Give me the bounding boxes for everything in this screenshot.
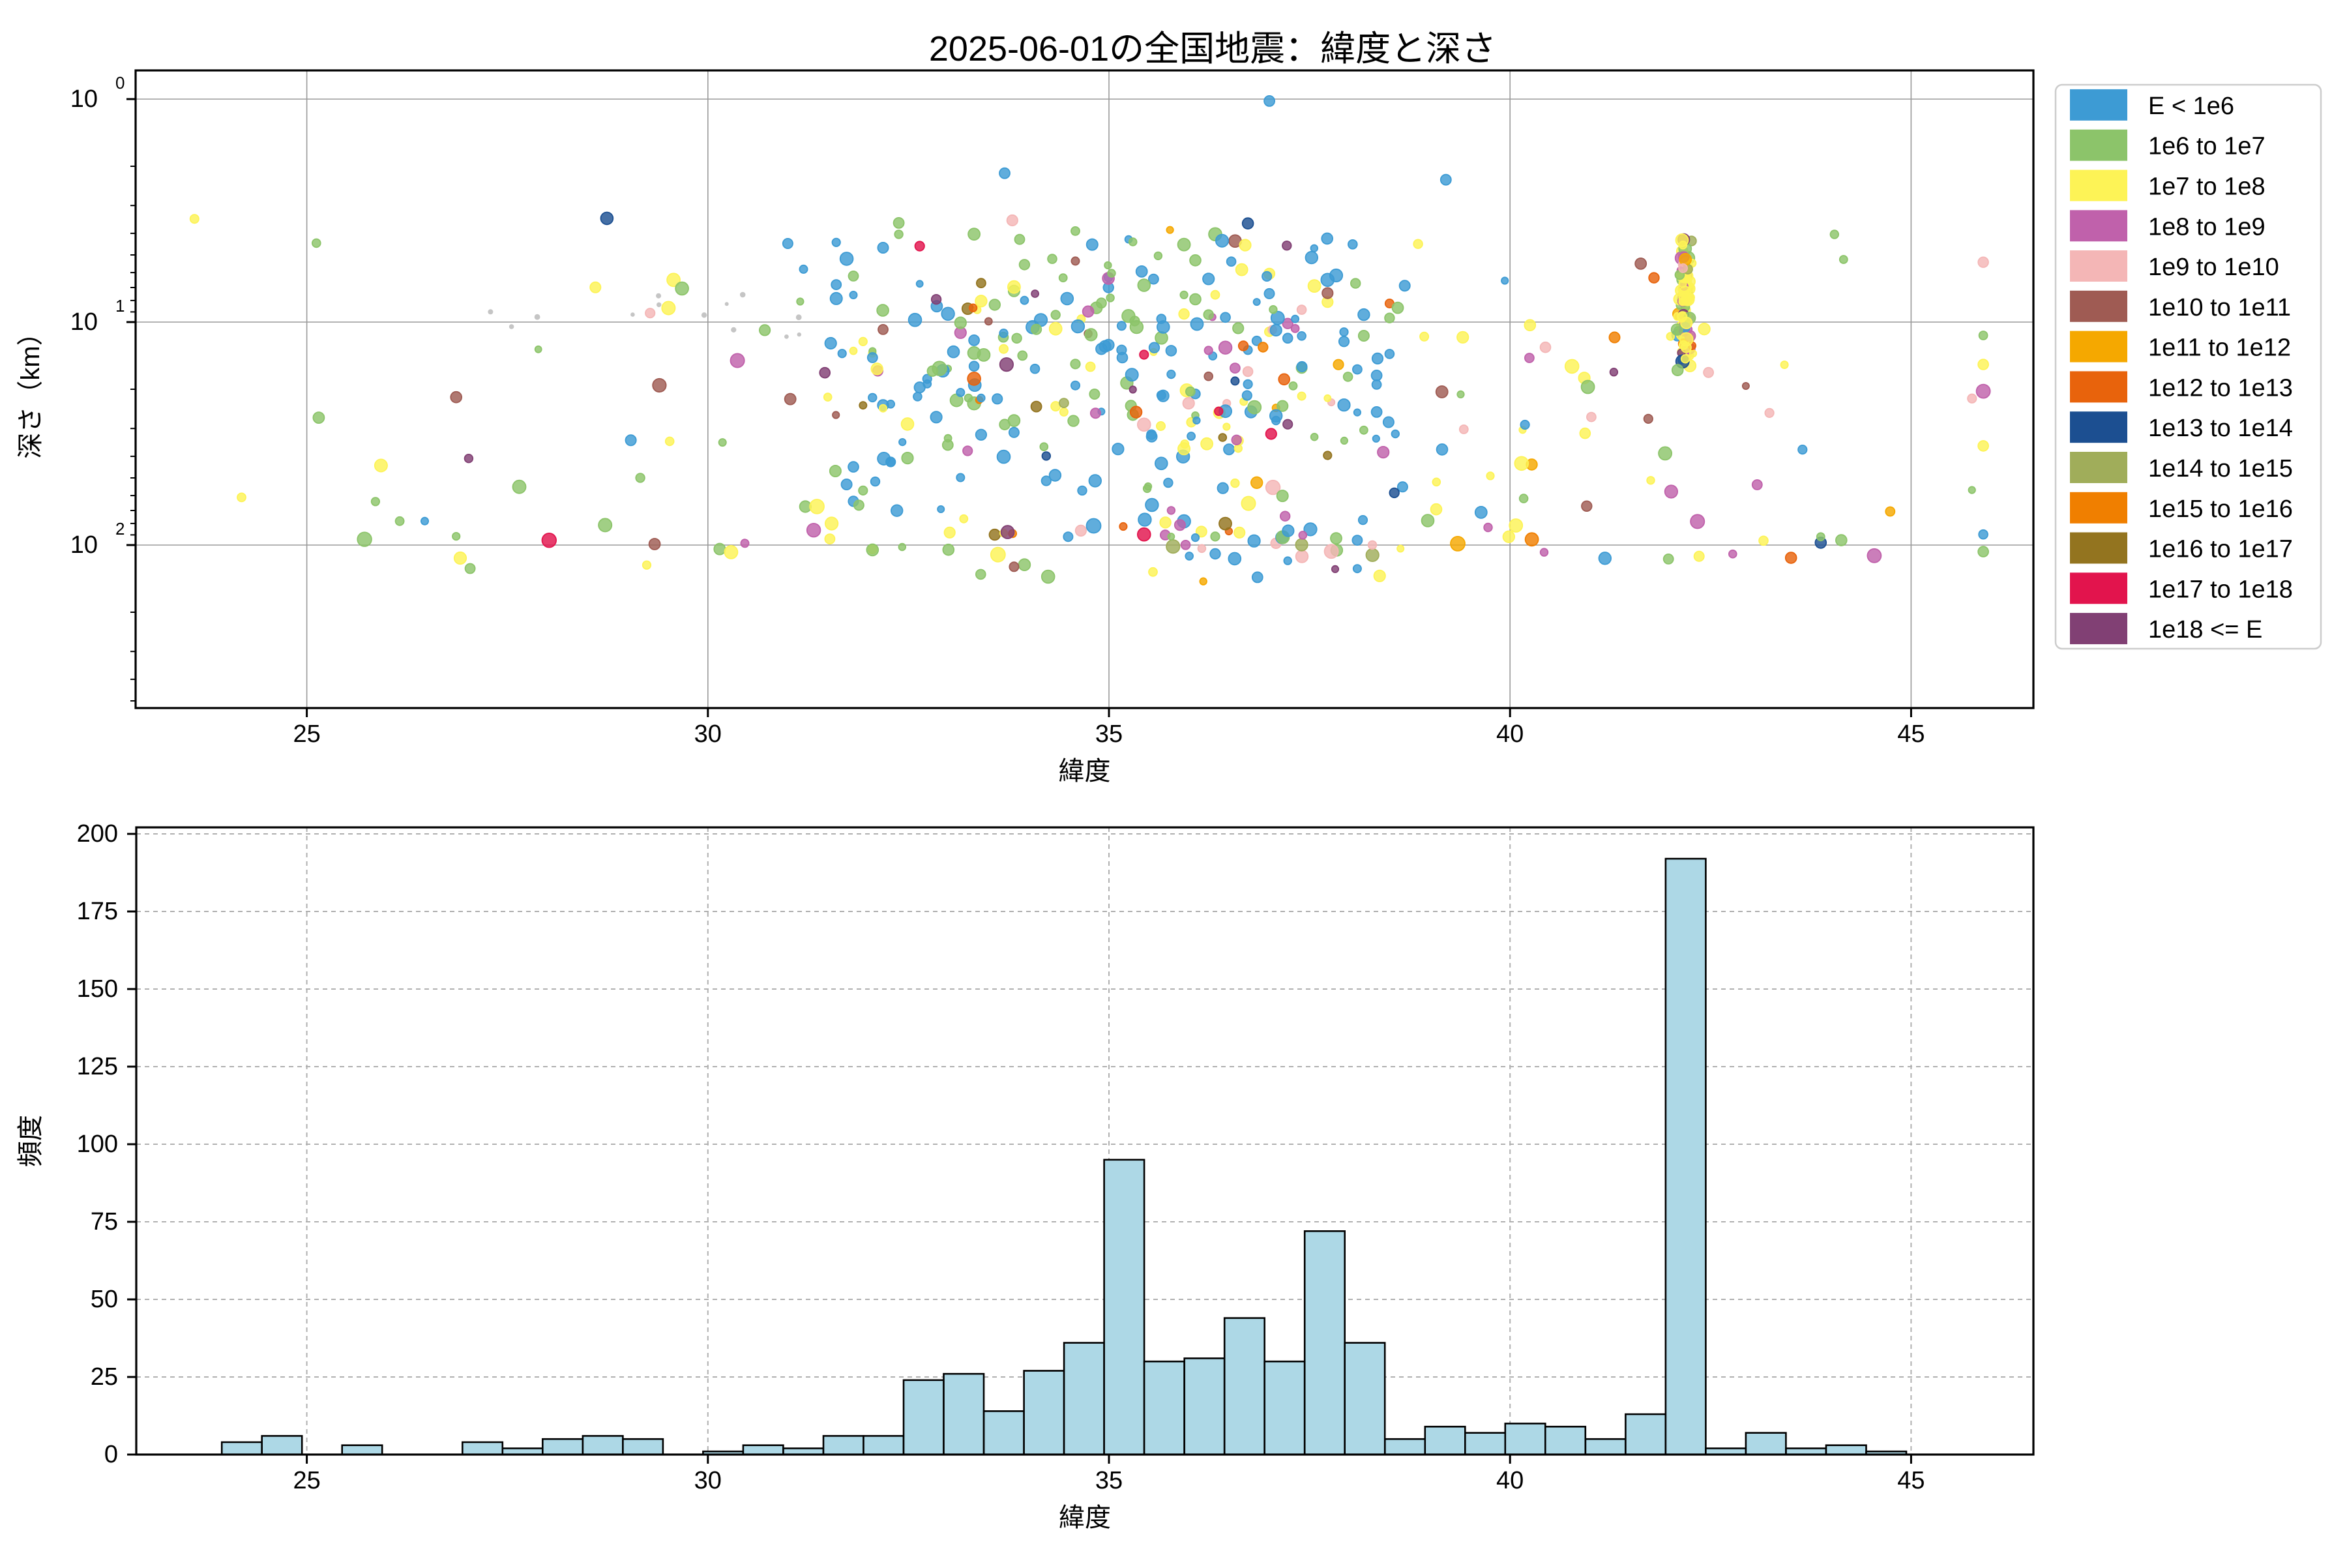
svg-text:75: 75 xyxy=(91,1208,118,1235)
svg-text:1e18 <= E: 1e18 <= E xyxy=(2148,616,2262,643)
svg-text:100: 100 xyxy=(77,1131,118,1158)
svg-text:35: 35 xyxy=(1095,720,1123,748)
svg-text:30: 30 xyxy=(694,720,722,748)
svg-text:10: 10 xyxy=(70,531,98,559)
svg-text:1e16 to 1e17: 1e16 to 1e17 xyxy=(2148,536,2293,563)
svg-text:頻度: 頻度 xyxy=(16,1115,45,1167)
svg-text:1e11 to 1e12: 1e11 to 1e12 xyxy=(2148,334,2291,362)
svg-text:0: 0 xyxy=(115,73,125,93)
svg-text:深さ（km）: 深さ（km） xyxy=(16,319,45,458)
svg-text:緯度: 緯度 xyxy=(1059,1503,1111,1532)
svg-text:40: 40 xyxy=(1496,1467,1524,1494)
svg-text:175: 175 xyxy=(77,898,118,925)
svg-text:30: 30 xyxy=(694,1467,722,1494)
svg-text:1e13 to 1e14: 1e13 to 1e14 xyxy=(2148,415,2293,442)
svg-text:E < 1e6: E < 1e6 xyxy=(2148,93,2234,120)
svg-text:35: 35 xyxy=(1095,1467,1123,1494)
svg-text:緯度: 緯度 xyxy=(1059,757,1111,786)
svg-text:25: 25 xyxy=(91,1363,118,1391)
svg-text:200: 200 xyxy=(77,820,118,848)
svg-text:2: 2 xyxy=(115,519,125,539)
svg-text:1: 1 xyxy=(115,296,125,316)
svg-text:1e7 to 1e8: 1e7 to 1e8 xyxy=(2148,173,2266,200)
svg-text:1e9 to 1e10: 1e9 to 1e10 xyxy=(2148,254,2279,281)
svg-text:1e15 to 1e16: 1e15 to 1e16 xyxy=(2148,496,2293,523)
svg-text:40: 40 xyxy=(1496,720,1524,748)
svg-text:150: 150 xyxy=(77,975,118,1003)
svg-text:45: 45 xyxy=(1897,720,1925,748)
svg-text:1e8 to 1e9: 1e8 to 1e9 xyxy=(2148,213,2266,241)
svg-text:25: 25 xyxy=(293,720,320,748)
svg-text:1e10 to 1e11: 1e10 to 1e11 xyxy=(2148,294,2291,321)
svg-text:1e14 to 1e15: 1e14 to 1e15 xyxy=(2148,455,2293,482)
svg-text:1e6 to 1e7: 1e6 to 1e7 xyxy=(2148,133,2266,160)
svg-text:50: 50 xyxy=(91,1286,118,1313)
svg-text:25: 25 xyxy=(293,1467,320,1494)
svg-text:10: 10 xyxy=(70,308,98,336)
svg-text:0: 0 xyxy=(104,1441,118,1468)
svg-text:1e17 to 1e18: 1e17 to 1e18 xyxy=(2148,576,2293,603)
svg-text:10: 10 xyxy=(70,85,98,113)
svg-text:2025-06-01の全国地震：緯度と深さ: 2025-06-01の全国地震：緯度と深さ xyxy=(929,29,1496,68)
svg-text:1e12 to 1e13: 1e12 to 1e13 xyxy=(2148,374,2293,402)
svg-text:125: 125 xyxy=(77,1053,118,1080)
svg-text:45: 45 xyxy=(1897,1467,1925,1494)
